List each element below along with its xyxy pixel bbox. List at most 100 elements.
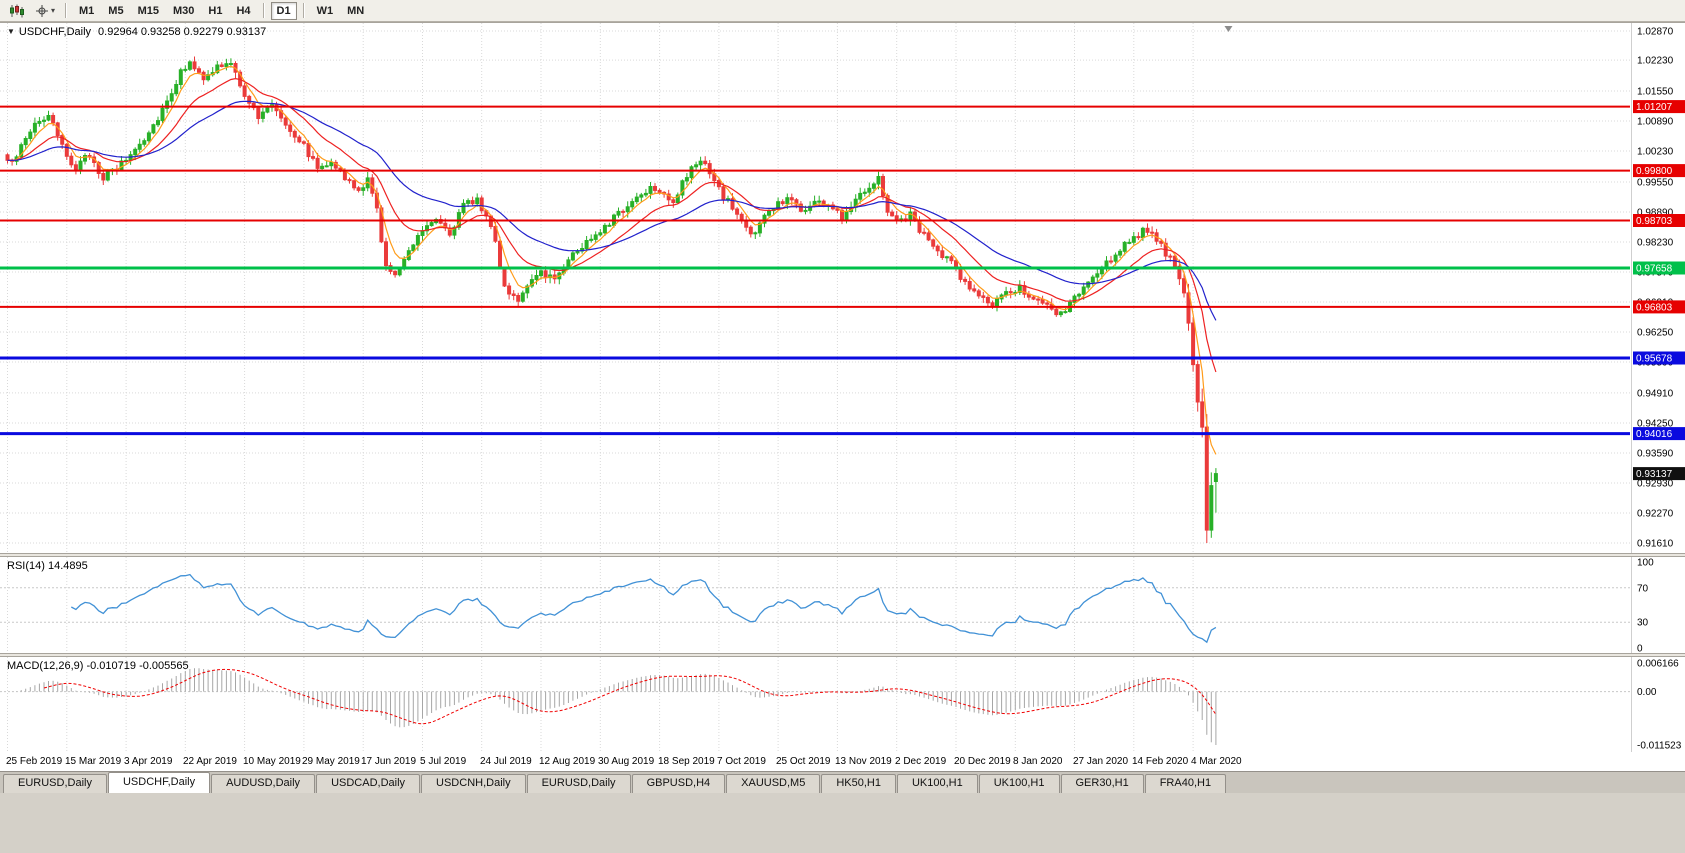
- date-axis-label: 27 Jan 2020: [1073, 756, 1129, 767]
- svg-text:0.94910: 0.94910: [1637, 388, 1674, 399]
- chart-window: 1.02870 1.02230 1.01550 1.00890 1.00230 0.995…: [0, 22, 1685, 771]
- crosshair-icon: [36, 4, 48, 17]
- svg-text:0.92930: 0.92930: [1637, 479, 1674, 490]
- date-axis-label: 5 Jul 2019: [420, 756, 467, 767]
- svg-text:0.96250: 0.96250: [1637, 328, 1674, 339]
- svg-text:0.95678: 0.95678: [1636, 354, 1673, 365]
- svg-text:0.93590: 0.93590: [1637, 449, 1674, 460]
- ma-ema-35: [7, 100, 1217, 321]
- svg-text:70: 70: [1637, 583, 1649, 594]
- chart-window-button[interactable]: [5, 2, 29, 20]
- grid: [0, 23, 1630, 553]
- svg-text:1.02230: 1.02230: [1637, 56, 1674, 67]
- rsi-panel[interactable]: 100 70 30 0: [0, 557, 1685, 653]
- timeframe-button-mn[interactable]: MN: [341, 2, 370, 20]
- svg-text:1.01550: 1.01550: [1637, 87, 1674, 98]
- candles-up: [14, 58, 1218, 538]
- candles-down: [5, 56, 1209, 543]
- date-axis-label: 2 Dec 2019: [895, 756, 947, 767]
- chart-tab-fra40-h1[interactable]: FRA40,H1: [1144, 774, 1227, 793]
- candlestick-chart-icon: [10, 4, 24, 17]
- chart-title: ▼ USDCHF,Daily 0.92964 0.93258 0.92279 0.9…: [7, 26, 266, 38]
- chart-tab-eurusd-daily[interactable]: EURUSD,Daily: [3, 774, 107, 793]
- crosshair-tool-button[interactable]: ▾: [31, 2, 59, 20]
- level-price-tag: 0.96803: [1633, 300, 1685, 314]
- chart-tab-uk100-h1[interactable]: UK100,H1: [896, 774, 978, 793]
- chart-tab-usdchf-daily[interactable]: USDCHF,Daily: [107, 772, 211, 793]
- timeframe-button-w1[interactable]: W1: [311, 2, 340, 20]
- date-axis-label: 4 Mar 2020: [1191, 756, 1242, 767]
- chart-tab-gbpusd-h4[interactable]: GBPUSD,H4: [631, 774, 726, 793]
- svg-text:0.99550: 0.99550: [1637, 178, 1674, 189]
- date-axis-label: 25 Feb 2019: [6, 756, 63, 767]
- date-axis-label: 15 Mar 2019: [65, 756, 122, 767]
- date-axis-label: 18 Sep 2019: [658, 756, 715, 767]
- date-axis-label: 14 Feb 2020: [1132, 756, 1189, 767]
- timeframe-button-m30[interactable]: M30: [167, 2, 200, 20]
- symbol-period-label: USDCHF,Daily: [18, 26, 92, 38]
- date-axis-label: 30 Aug 2019: [598, 756, 655, 767]
- chart-tab-ger30-h1[interactable]: GER30,H1: [1060, 774, 1144, 793]
- date-axis-label: 10 May 2019: [243, 756, 301, 767]
- macd-signal-line: [43, 668, 1217, 725]
- panel-separator[interactable]: [0, 653, 1685, 657]
- chart-tab-xauusd-m5[interactable]: XAUUSD,M5: [726, 774, 821, 793]
- rsi-axis-labels: 100 70 30 0: [1637, 558, 1654, 654]
- dropdown-arrow-icon: ▼: [7, 27, 15, 36]
- svg-text:0.93137: 0.93137: [1636, 469, 1673, 480]
- svg-text:-0.011523: -0.011523: [1637, 741, 1682, 752]
- date-axis-label: 25 Oct 2019: [776, 756, 831, 767]
- date-axis-label: 13 Nov 2019: [835, 756, 892, 767]
- date-axis-label: 22 Apr 2019: [183, 756, 237, 767]
- svg-text:0.006166: 0.006166: [1637, 659, 1679, 670]
- macd-histogram: [11, 668, 1217, 745]
- chart-tab-usdcad-daily[interactable]: USDCAD,Daily: [316, 774, 421, 793]
- price-chart[interactable]: 1.02870 1.02230 1.01550 1.00890 1.00230 0.995…: [0, 23, 1685, 553]
- date-axis-label: 17 Jun 2019: [361, 756, 417, 767]
- chart-tab-hk50-h1[interactable]: HK50,H1: [821, 774, 896, 793]
- chart-shift-marker-icon: [1224, 26, 1233, 32]
- svg-text:1.02870: 1.02870: [1637, 27, 1674, 38]
- timeframe-button-m5[interactable]: M5: [102, 2, 129, 20]
- panel-separator[interactable]: [0, 553, 1685, 557]
- timeframe-button-h4[interactable]: H4: [230, 2, 256, 20]
- svg-text:0.99800: 0.99800: [1636, 166, 1673, 177]
- timeframe-button-d1[interactable]: D1: [270, 1, 297, 20]
- date-axis-label: 20 Dec 2019: [954, 756, 1011, 767]
- timeframe-button-m15[interactable]: M15: [132, 2, 165, 20]
- svg-text:0.98890: 0.98890: [1637, 208, 1674, 219]
- chart-tab-uk100-h1[interactable]: UK100,H1: [978, 774, 1060, 793]
- level-price-tag: 0.99800: [1633, 164, 1685, 178]
- toolbar-separator: [302, 3, 305, 18]
- toolbar: ▾ M1 M5 M15 M30 H1 H4 D1 W1 MN: [0, 0, 1685, 22]
- svg-text:1.00890: 1.00890: [1637, 117, 1674, 128]
- macd-panel[interactable]: 0.006166 0.00 -0.011523: [0, 657, 1685, 752]
- toolbar-separator: [262, 3, 265, 18]
- level-price-tag: 0.94016: [1633, 427, 1685, 441]
- macd-label: MACD(12,26,9) -0.010719 -0.005565: [7, 660, 189, 672]
- grid: [7, 557, 1194, 653]
- svg-text:1.00230: 1.00230: [1637, 147, 1674, 158]
- chart-tab-eurusd-daily[interactable]: EURUSD,Daily: [526, 774, 631, 793]
- chart-tab-audusd-daily[interactable]: AUDUSD,Daily: [211, 774, 316, 793]
- date-axis-label: 3 Apr 2019: [124, 756, 173, 767]
- date-axis-label: 7 Oct 2019: [717, 756, 766, 767]
- svg-text:0.96803: 0.96803: [1636, 302, 1673, 313]
- level-price-tag: 0.95678: [1633, 351, 1685, 365]
- date-axis-label: 12 Aug 2019: [539, 756, 596, 767]
- macd-axis-labels: 0.006166 0.00 -0.011523: [1637, 659, 1682, 752]
- chevron-down-icon: ▾: [51, 6, 56, 15]
- svg-text:0.00: 0.00: [1637, 687, 1657, 698]
- svg-text:0.94250: 0.94250: [1637, 419, 1674, 430]
- date-axis-label: 8 Jan 2020: [1013, 756, 1063, 767]
- timeframe-button-m1[interactable]: M1: [73, 2, 100, 20]
- svg-text:100: 100: [1637, 558, 1654, 569]
- chart-tab-usdcnh-daily[interactable]: USDCNH,Daily: [421, 774, 526, 793]
- level-price-tag: 0.97658: [1633, 261, 1685, 275]
- timeframe-button-h1[interactable]: H1: [202, 2, 228, 20]
- ma-ema-15: [7, 77, 1217, 373]
- toolbar-separator: [65, 3, 68, 18]
- svg-text:30: 30: [1637, 618, 1649, 629]
- svg-text:0.94016: 0.94016: [1636, 429, 1673, 440]
- level-price-tag: 0.98703: [1633, 214, 1685, 227]
